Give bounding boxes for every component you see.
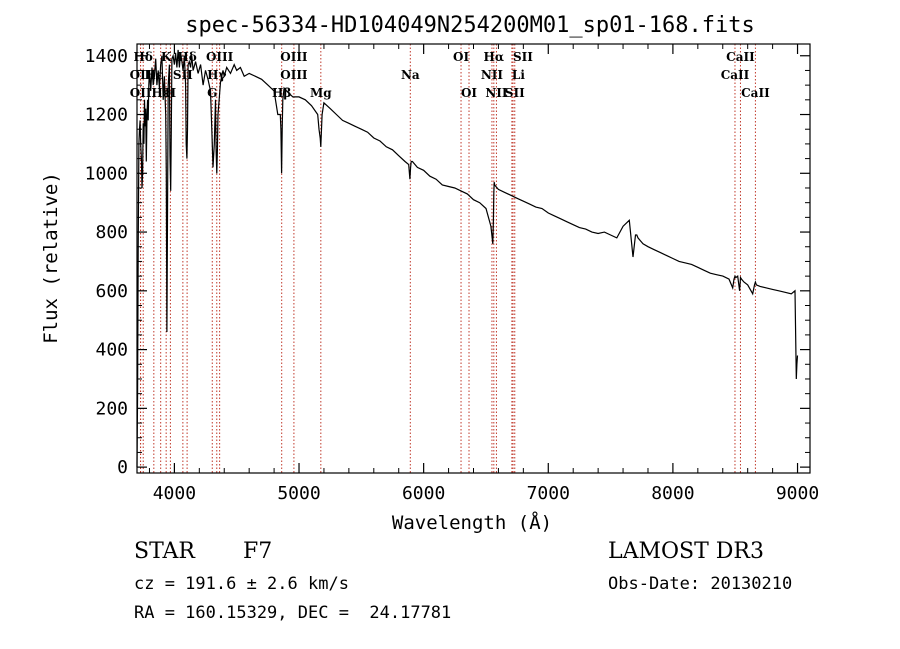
- spectral-line-label: Na: [401, 68, 420, 82]
- x-tick-label: 5000: [277, 483, 320, 504]
- coordinates: RA = 160.15329, DEC = 24.17781: [134, 603, 452, 623]
- spectral-line-label: CaII: [726, 50, 755, 64]
- spectral-line-label: Li: [512, 68, 525, 82]
- y-tick-label: 1000: [85, 163, 128, 184]
- y-tick-label: 600: [95, 281, 128, 302]
- spectral-line-label: CaII: [741, 86, 770, 100]
- spectral-line-label: SII: [513, 50, 533, 64]
- spectral-line-label: SII: [505, 86, 525, 100]
- spectrum-series-line: [136, 49, 799, 468]
- spectral-line-label: H: [165, 86, 176, 100]
- x-axis-label: Wavelength (Å): [392, 511, 552, 534]
- x-tick-label: 8000: [651, 483, 694, 504]
- y-tick-label: 400: [95, 340, 128, 361]
- spectral-line-label: CaII: [721, 68, 750, 82]
- x-tick-label: 9000: [776, 483, 819, 504]
- spectral-line-label: OIII: [280, 68, 308, 82]
- object-class: STAR: [134, 539, 195, 564]
- spectral-line-label: OII: [130, 86, 152, 100]
- y-tick-label: 200: [95, 398, 128, 419]
- spectral-line-label: NII: [485, 86, 508, 100]
- plot-frame: [136, 43, 811, 474]
- y-axis-label: Flux (relative): [40, 172, 62, 344]
- x-tick-label: 6000: [402, 483, 445, 504]
- spectral-line-label: OI: [461, 86, 477, 100]
- spectral-line-label: K: [161, 50, 172, 64]
- obs-date: Obs-Date: 20130210: [608, 574, 793, 594]
- spectral-line-label: Hβ: [272, 86, 291, 100]
- spectral-line-label: OIII: [206, 50, 234, 64]
- y-tick-label: 1200: [85, 105, 128, 126]
- spectral-line-label: OII: [130, 68, 152, 82]
- spectral-line-label: OI: [453, 50, 469, 64]
- survey-name: LAMOST DR3: [608, 539, 764, 564]
- axis-ticks: 4000 5000 6000 7000 8000 9000 0 200 400 600 800 100…: [85, 44, 819, 504]
- chart-title: spec-56334-HD104049N254200M01_sp01-168.f…: [185, 13, 755, 38]
- spectral-line-label: Hα: [484, 50, 505, 64]
- y-tick-label: 1400: [85, 46, 128, 67]
- spectral-line-label: OIII: [280, 50, 308, 64]
- spectral-line-markers: [139, 44, 756, 473]
- y-tick-label: 0: [117, 457, 128, 478]
- subclass: F7: [243, 539, 273, 564]
- y-tick-label: 800: [95, 222, 128, 243]
- spectral-line-label: G: [207, 86, 217, 100]
- redshift-info: cz = 191.6 ± 2.6 km/s: [134, 574, 349, 594]
- x-tick-label: 7000: [527, 483, 570, 504]
- spectral-line-label: NII: [481, 68, 504, 82]
- spectral-line-label: Hδ: [134, 50, 153, 64]
- x-tick-label: 4000: [153, 483, 196, 504]
- spectral-line-label: Mg: [310, 86, 332, 100]
